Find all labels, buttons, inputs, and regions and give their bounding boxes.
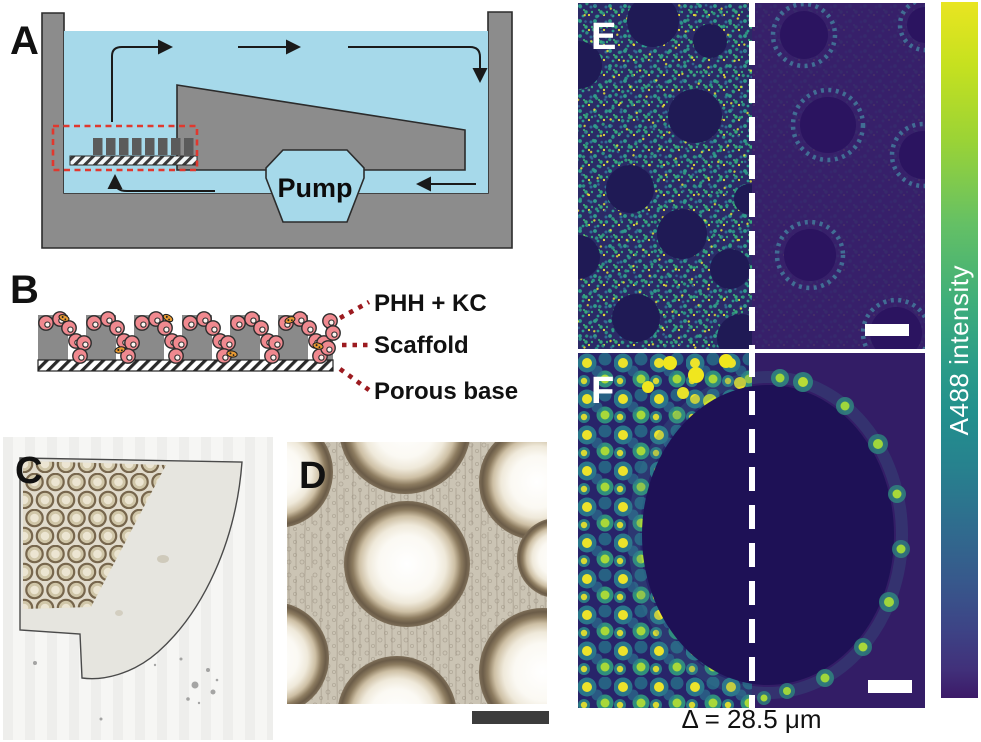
panel-b-diagram: PHH + KC Scaffold Porous base B	[10, 268, 518, 405]
panel-d-micrograph: D	[287, 442, 549, 724]
intensity-colorbar: A488 intensity	[941, 2, 978, 698]
colorbar-label: A488 intensity	[944, 264, 974, 436]
pores	[287, 442, 547, 704]
central-pore	[642, 385, 894, 685]
scale-bar-d	[472, 711, 549, 724]
depth-caption: Δ = 28.5 μm	[681, 704, 822, 734]
panel-b-label: B	[10, 268, 39, 312]
panel-e-label: E	[591, 16, 616, 58]
bright-nuclei-cluster	[642, 354, 746, 413]
pores-right	[770, 3, 925, 349]
scale-bar-f	[868, 680, 912, 693]
panel-f-label: F	[591, 370, 614, 412]
scale-bar-e	[865, 324, 909, 336]
panel-f-micrograph: F	[578, 353, 925, 708]
scaffold-label: Scaffold	[374, 332, 469, 359]
porous-base-strip	[69, 155, 198, 166]
phh-kc-label: PHH + KC	[374, 290, 487, 317]
flow-arrows	[107, 39, 488, 192]
pump-label: Pump	[277, 173, 352, 203]
panel-c-micrograph: C	[3, 437, 273, 740]
panel-e-micrograph: E	[578, 3, 925, 349]
porous-base-bar	[37, 359, 334, 372]
ring-cells-right	[757, 369, 910, 705]
pump-chamber	[265, 149, 365, 223]
debris	[33, 657, 219, 721]
porous-base-label: Porous base	[374, 378, 518, 405]
panel-a-label: A	[10, 19, 39, 63]
leader-lines	[338, 299, 371, 392]
panel-a-diagram: Pump A	[10, 11, 513, 249]
hole-array	[23, 461, 166, 609]
panel-c-label: C	[15, 450, 42, 492]
panel-d-label: D	[299, 455, 326, 497]
